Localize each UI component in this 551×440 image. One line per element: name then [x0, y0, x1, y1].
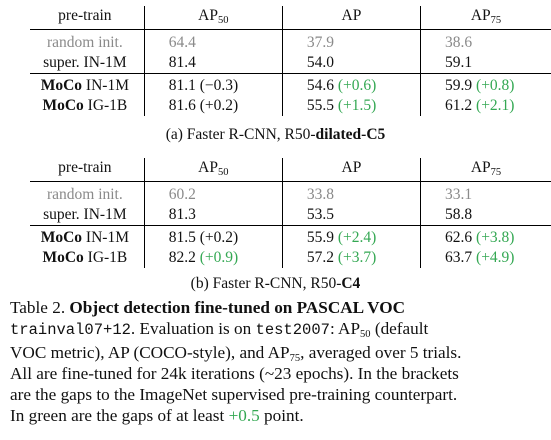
cell-ap75: 38.6	[420, 29, 551, 53]
table-row: random init. 60.2 33.8 33.1	[30, 181, 551, 205]
cell-ap50: 81.3	[143, 205, 283, 226]
header-ap75: AP75	[420, 6, 551, 30]
caption-line: In green are the gaps of at least +0.5 p…	[10, 406, 304, 426]
cell-ap50: 64.4	[143, 29, 283, 53]
table-caption: Table 2. Object detection fine-tuned on …	[10, 297, 544, 427]
cell-ap75: 59.9 (+0.8)	[420, 73, 551, 96]
header-pretrain: pre-train	[30, 158, 145, 182]
cell-ap: 57.2 (+3.7)	[281, 248, 421, 268]
table-row: MoCo IN-1M 81.1 (−0.3) 54.6 (+0.6) 59.9 …	[30, 73, 551, 96]
header-ap50: AP50	[143, 158, 283, 182]
cell-ap75: 58.8	[420, 205, 551, 226]
table-row: MoCo IG-1B 81.6 (+0.2) 55.5 (+1.5) 61.2 …	[30, 96, 551, 116]
header-pretrain: pre-train	[30, 6, 145, 30]
subtable-caption-b: (b) Faster R-CNN, R50-C4	[190, 275, 361, 292]
cell-ap50: 81.6 (+0.2)	[143, 96, 283, 116]
header-ap: AP	[281, 6, 421, 30]
caption-line: trainval07+12. Evaluation is on test2007…	[10, 319, 429, 341]
cell-ap75: 59.1	[420, 53, 551, 74]
cell-ap50: 60.2	[143, 181, 283, 205]
table-row: super. IN-1M 81.3 53.5 58.8	[30, 205, 551, 226]
cell-ap50: 81.1 (−0.3)	[143, 73, 283, 96]
caption-line: VOC metric), AP (COCO-style), and AP75, …	[10, 342, 462, 364]
caption-line: All are fine-tuned for 24k iterations (~…	[10, 363, 459, 383]
cell-ap75: 33.1	[420, 181, 551, 205]
table-header-row: pre-train AP50 AP AP75	[30, 158, 551, 182]
cell-ap: 55.9 (+2.4)	[281, 225, 421, 248]
cell-ap: 55.5 (+1.5)	[281, 96, 421, 116]
cell-ap75: 63.7 (+4.9)	[420, 248, 551, 268]
header-ap50: AP50	[143, 6, 283, 30]
table-row: MoCo IG-1B 82.2 (+0.9) 57.2 (+3.7) 63.7 …	[30, 248, 551, 268]
row-pretrain: MoCo IN-1M	[40, 229, 129, 246]
header-ap75: AP75	[420, 158, 551, 182]
row-pretrain: MoCo IG-1B	[42, 97, 128, 114]
cell-ap: 37.9	[281, 29, 421, 53]
cell-ap50: 81.4	[143, 53, 283, 74]
results-table-b: pre-train AP50 AP AP75 random init. 60.2…	[30, 158, 551, 268]
cell-ap: 54.6 (+0.6)	[281, 73, 421, 96]
cell-ap75: 62.6 (+3.8)	[420, 225, 551, 248]
cell-ap: 33.8	[281, 181, 421, 205]
subtable-caption-a: (a) Faster R-CNN, R50-dilated-C5	[165, 126, 386, 143]
row-pretrain: super. IN-1M	[30, 205, 145, 226]
cell-ap: 54.0	[281, 53, 421, 74]
cell-ap50: 81.5 (+0.2)	[143, 225, 283, 248]
table-header-row: pre-train AP50 AP AP75	[30, 6, 551, 30]
cell-ap75: 61.2 (+2.1)	[420, 96, 551, 116]
header-ap: AP	[281, 158, 421, 182]
cell-ap: 53.5	[281, 205, 421, 226]
caption-line: are the gaps to the ImageNet supervised …	[10, 385, 458, 405]
cell-ap50: 82.2 (+0.9)	[143, 248, 283, 268]
row-pretrain: random init.	[46, 34, 123, 51]
row-pretrain: random init.	[46, 186, 123, 203]
caption-line: Table 2. Object detection fine-tuned on …	[10, 298, 406, 317]
table-row: MoCo IN-1M 81.5 (+0.2) 55.9 (+2.4) 62.6 …	[30, 225, 551, 248]
results-table-a: pre-train AP50 AP AP75 random init. 64.4…	[30, 6, 551, 116]
row-pretrain: MoCo IN-1M	[40, 77, 129, 94]
table-row: random init. 64.4 37.9 38.6	[30, 29, 551, 53]
row-pretrain: MoCo IG-1B	[42, 249, 128, 266]
table-row: super. IN-1M 81.4 54.0 59.1	[30, 53, 551, 74]
row-pretrain: super. IN-1M	[30, 53, 145, 74]
